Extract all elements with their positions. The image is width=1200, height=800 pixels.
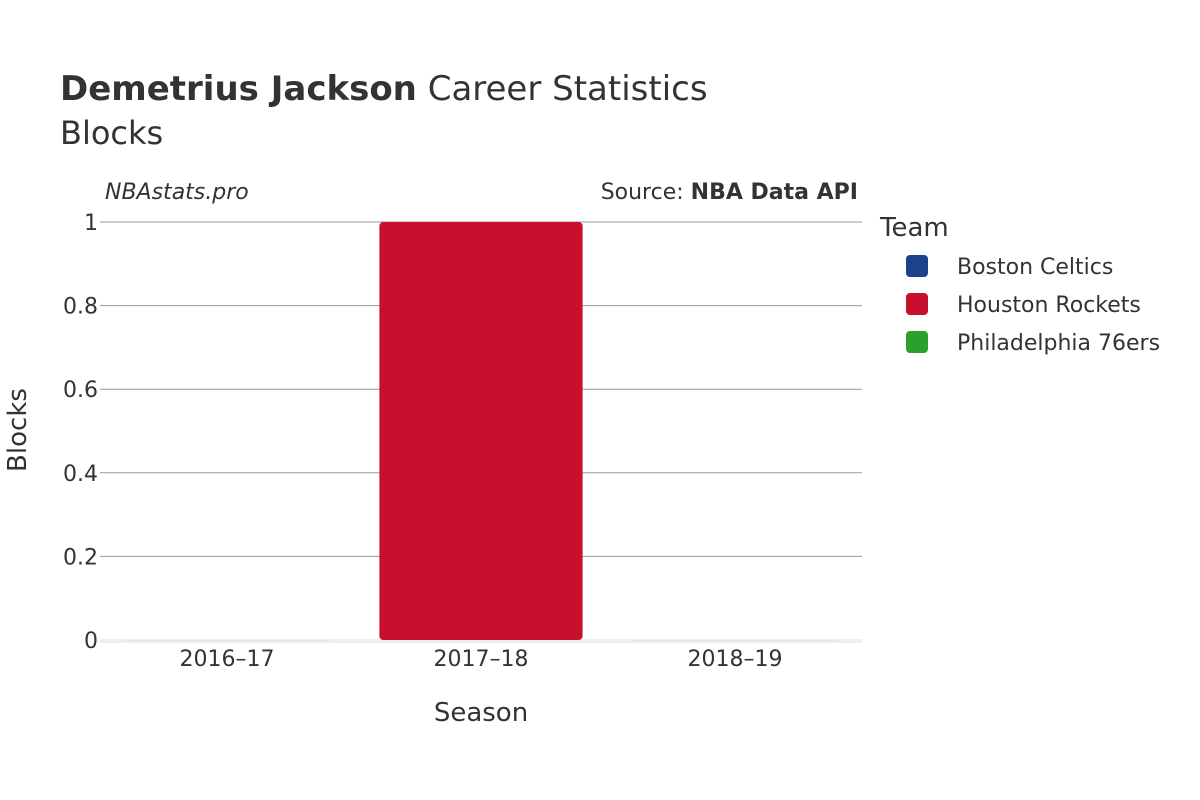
bar-philadelphia-76ers-2[interactable]: [633, 640, 837, 641]
x-tick-label: 2016–17: [180, 647, 275, 672]
x-tick-label: 2017–18: [434, 647, 529, 672]
x-tick-labels: 2016–17 2017–18 2018–19: [180, 647, 783, 672]
source-name: NBA Data API: [691, 180, 858, 205]
source-note: Source: NBA Data API: [601, 180, 858, 205]
legend-swatch: [906, 331, 928, 353]
legend-item[interactable]: Houston Rockets: [906, 293, 1141, 318]
x-tick-label: 2018–19: [688, 647, 783, 672]
x-axis-title: Season: [434, 698, 528, 728]
chart-title-suffix: Career Statistics: [428, 69, 708, 109]
legend-label: Houston Rockets: [957, 293, 1141, 318]
y-tick-label: 0.8: [63, 295, 98, 320]
legend-label: Philadelphia 76ers: [957, 331, 1160, 356]
legend: Boston Celtics Houston Rockets Philadelphi…: [906, 255, 1160, 356]
watermark: NBAstats.pro: [105, 180, 249, 205]
legend-item[interactable]: Boston Celtics: [906, 255, 1113, 280]
legend-label: Boston Celtics: [957, 255, 1113, 280]
chart-subtitle: Blocks: [60, 114, 163, 152]
chart-title: Demetrius Jackson Career Statistics: [60, 69, 708, 109]
legend-title: Team: [879, 213, 949, 243]
y-tick-labels: 0 0.2 0.4 0.6 0.8 1: [63, 211, 98, 654]
y-tick-label: 0.4: [63, 462, 98, 487]
bar-boston-celtics-0[interactable]: [125, 640, 329, 641]
bar-layer: [125, 222, 837, 641]
y-tick-label: 0.6: [63, 378, 98, 403]
source-prefix: Source:: [601, 180, 691, 205]
bar-houston-rockets-1[interactable]: [379, 222, 583, 640]
y-tick-label: 1: [84, 211, 98, 236]
chart-title-player: Demetrius Jackson: [60, 69, 417, 109]
y-axis-title: Blocks: [3, 388, 33, 472]
chart-title-space: [417, 69, 428, 109]
y-tick-label: 0.2: [63, 545, 98, 570]
legend-swatch: [906, 293, 928, 315]
legend-swatch: [906, 255, 928, 277]
legend-item[interactable]: Philadelphia 76ers: [906, 331, 1160, 356]
y-tick-label: 0: [84, 629, 98, 654]
